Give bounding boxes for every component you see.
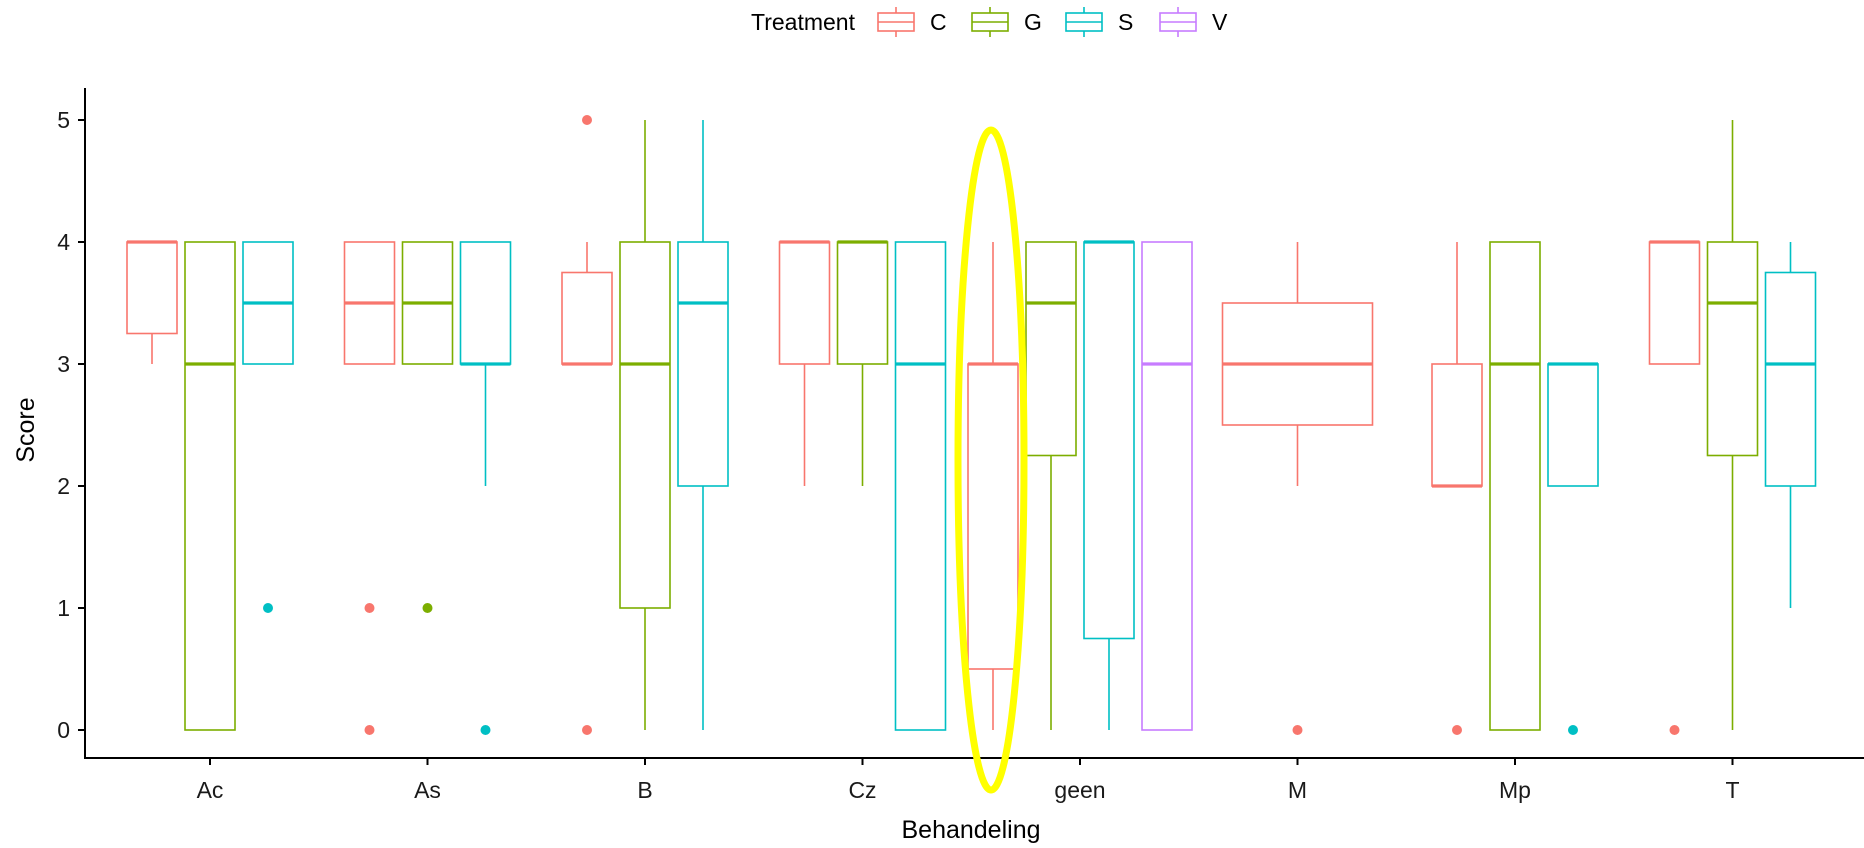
y-tick-label: 1 [57, 595, 70, 621]
legend-label: C [930, 9, 947, 35]
box-body [967, 363, 1019, 670]
box-body [836, 241, 889, 365]
box-Ac-S [242, 241, 294, 613]
x-tick-label: B [637, 777, 652, 803]
box-Cz-G [836, 240, 889, 486]
box-As-G [401, 241, 454, 613]
x-tick-label: M [1288, 777, 1307, 803]
legend-entry-S: S [1065, 7, 1133, 37]
y-tick-label: 0 [57, 717, 70, 743]
outlier-point [364, 603, 375, 613]
box-body [184, 241, 236, 731]
box-T-G [1706, 120, 1759, 730]
outlier-point [1452, 725, 1462, 735]
box-body [1025, 241, 1077, 457]
y-axis-title: Score [12, 397, 40, 462]
x-tick-label: As [414, 777, 441, 803]
box-B-C [561, 115, 613, 735]
y-tick-label: 3 [57, 351, 70, 377]
y-tick-label: 2 [57, 473, 70, 499]
box-T-S [1764, 242, 1817, 608]
box-T-C [1648, 240, 1701, 735]
box-As-C [343, 241, 396, 735]
legend-label: V [1212, 9, 1228, 35]
box-Ac-C [126, 240, 178, 364]
legend-title: Treatment [751, 9, 856, 35]
box-M-C [1221, 242, 1374, 735]
outlier-point [582, 725, 592, 735]
x-tick-label: T [1725, 777, 1739, 803]
outlier-point [480, 725, 491, 735]
box-geen-G [1025, 241, 1077, 730]
box-Mp-G [1489, 241, 1541, 731]
box-Mp-C [1431, 242, 1483, 735]
x-tick-label: Cz [848, 777, 876, 803]
box-Ac-G [184, 241, 236, 731]
plot-area [126, 115, 1817, 794]
box-body [1547, 363, 1599, 487]
box-B-G [619, 120, 671, 730]
box-Cz-C [778, 240, 831, 486]
box-body [459, 241, 512, 365]
box-Mp-S [1547, 362, 1599, 735]
outlier-point [263, 603, 273, 613]
box-body [1648, 241, 1701, 365]
box-B-S [677, 120, 729, 730]
outlier-point [1568, 725, 1578, 735]
y-tick-label: 5 [57, 107, 70, 133]
legend-entry-G: G [971, 7, 1042, 37]
box-geen-V [1141, 241, 1193, 731]
box-Cz-S [894, 241, 947, 731]
x-tick-label: Ac [197, 777, 224, 803]
box-body [619, 241, 671, 609]
box-body [778, 241, 831, 365]
box-As-S [459, 241, 512, 735]
box-body [1706, 241, 1759, 457]
box-body [1489, 241, 1541, 731]
box-body [894, 241, 947, 731]
y-tick-label: 4 [57, 229, 70, 255]
x-tick-label: geen [1054, 777, 1105, 803]
box-body [1431, 363, 1483, 487]
legend-entry-C: C [877, 7, 947, 37]
x-axis-title: Behandeling [901, 816, 1040, 844]
x-tick-label: Mp [1499, 777, 1531, 803]
box-body [1141, 241, 1193, 731]
box-geen-C [967, 242, 1019, 730]
box-body [561, 271, 613, 365]
legend-label: S [1118, 9, 1133, 35]
box-body [126, 241, 178, 335]
box-body [1083, 241, 1135, 640]
legend-entry-V: V [1159, 7, 1228, 37]
outlier-point [422, 603, 433, 613]
box-geen-S [1083, 240, 1135, 730]
box-body [677, 241, 729, 487]
legend-label: G [1024, 9, 1042, 35]
box-body [1764, 271, 1817, 487]
outlier-point [582, 115, 592, 125]
outlier-point [1669, 725, 1680, 735]
legend: Treatment C G S V [751, 7, 1228, 37]
outlier-point [1292, 725, 1303, 735]
highlight-ellipse [954, 126, 1028, 794]
outlier-point [364, 725, 375, 735]
